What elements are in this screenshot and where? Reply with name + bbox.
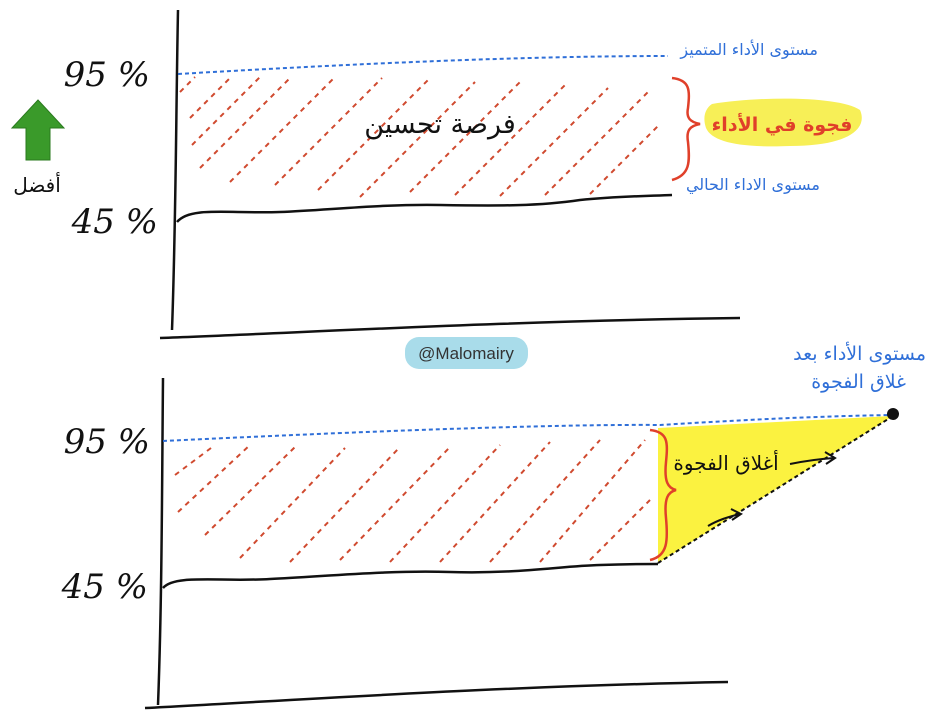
- after-closing-point: [887, 408, 899, 420]
- top-hatch-area: [179, 74, 661, 198]
- top-pct-high: 95 %: [64, 55, 150, 95]
- closing-arrow-lower: [707, 508, 743, 527]
- top-gap-label: فجوة في الأداء: [712, 113, 853, 136]
- top-gap-brace: [671, 76, 701, 182]
- bottom-pct-low: 45 %: [61, 567, 148, 607]
- top-x-axis: [159, 316, 741, 340]
- top-gap-highlight: [704, 98, 862, 147]
- bottom-diagram: 95 % 45 % أغلاق الفجوة مستوى الأداء بعد …: [61, 342, 926, 710]
- top-current-line: [176, 193, 673, 223]
- bottom-current-line: [162, 562, 659, 589]
- top-pct-low: 45 %: [71, 202, 158, 242]
- better-indicator: أفضل: [10, 99, 66, 197]
- after-closing-label-line2: غلاق الفجوة: [811, 371, 906, 393]
- top-y-axis: [170, 9, 180, 331]
- arrow-up-icon: [10, 99, 66, 161]
- watermark-badge: @Malomairy: [405, 337, 528, 369]
- bottom-x-axis: [144, 680, 729, 710]
- after-closing-label-line1: مستوى الأداء بعد: [793, 342, 926, 365]
- bottom-hatch-area: [174, 439, 651, 563]
- top-diagram: 95 % 45 % مستوى الأداء المتميز مستوى الا…: [64, 9, 862, 340]
- top-opportunity-label: فرصة تحسين: [364, 109, 516, 140]
- bottom-closing-label: أغلاق الفجوة: [673, 450, 778, 475]
- bottom-y-axis: [156, 377, 165, 706]
- bottom-target-line: [162, 414, 894, 442]
- bottom-gap-fill: [658, 416, 893, 563]
- top-target-level-label: مستوى الأداء المتميز: [679, 39, 818, 60]
- closing-arrow-upper: [789, 451, 837, 465]
- watermark-text: @Malomairy: [418, 344, 514, 363]
- better-label: أفضل: [13, 172, 61, 197]
- bottom-gap-brace: [649, 428, 677, 562]
- top-target-line: [177, 55, 669, 75]
- top-current-level-label: مستوى الاداء الحالي: [686, 175, 820, 195]
- bottom-pct-high: 95 %: [64, 422, 150, 462]
